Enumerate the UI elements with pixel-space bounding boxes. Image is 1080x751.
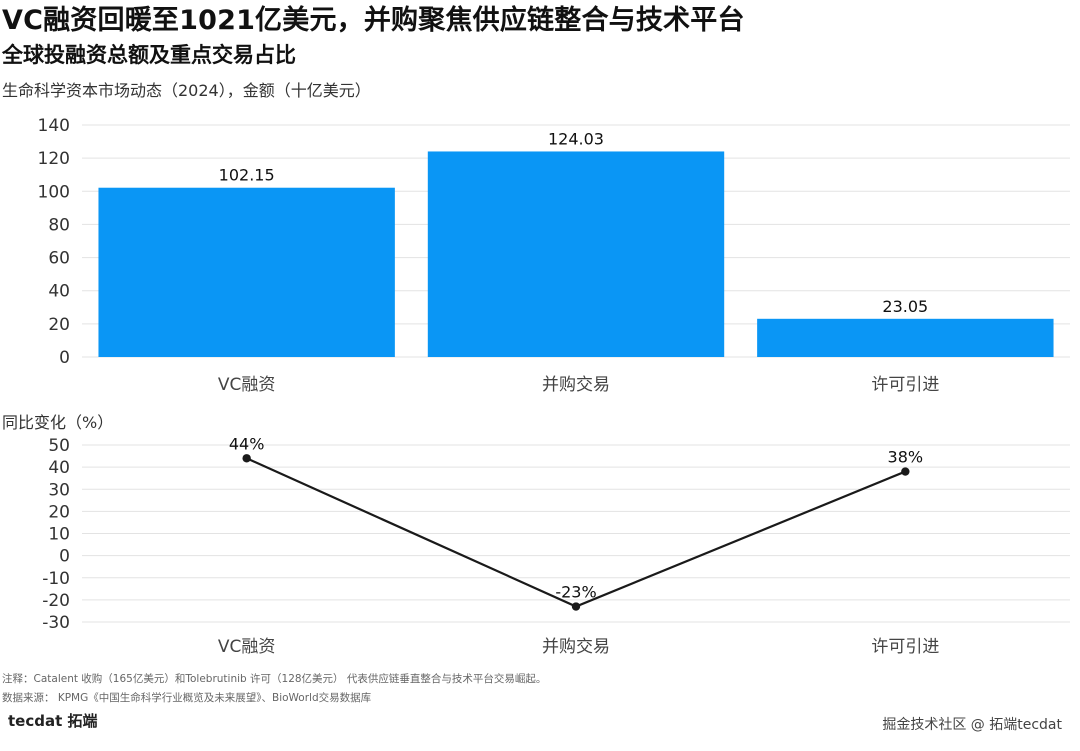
bar-y-tick-label: 80	[48, 215, 70, 235]
bar-x-tick-label: 并购交易	[542, 375, 610, 395]
bar-x-tick-label: VC融资	[218, 375, 276, 395]
line-y-tick-label: -10	[42, 569, 70, 589]
bar-panel: 0 20 40 60 80 100 120 140 102.15 VC融资 124.03 并购交易 23…	[38, 116, 1070, 395]
line-y-tick-label: 40	[48, 458, 70, 478]
bar-y-tick-label: 120	[38, 149, 70, 169]
footnote: 注释：Catalent 收购（165亿美元）和Tolebrutinib 许可（1…	[2, 673, 547, 685]
bar-y-tick-label: 60	[48, 249, 70, 269]
chart-title: VC融资回暖至1021亿美元，并购聚焦供应链整合与技术平台	[2, 5, 745, 36]
brand-logo: tecdat 拓端	[8, 712, 98, 730]
bar	[98, 187, 395, 357]
line-y-tick-label: 30	[48, 480, 70, 500]
bar	[757, 318, 1054, 357]
data-source: 数据来源： KPMG《中国生命科学行业概览及未来展望》、BioWorld交易数据…	[2, 692, 372, 704]
line-value-label: -23%	[555, 583, 596, 602]
line-point	[571, 602, 581, 611]
line-y-tick-label: -20	[42, 591, 70, 611]
line-y-tick-label: 10	[48, 525, 70, 545]
bar-x-tick-label: 许可引进	[871, 375, 939, 395]
line-value-label: 38%	[888, 448, 924, 467]
bar-y-tick-label: 20	[48, 315, 70, 335]
line-x-tick-label: 许可引进	[871, 637, 939, 657]
line-x-tick-label: 并购交易	[542, 637, 610, 657]
line-y-tick-label: 0	[59, 547, 70, 567]
line-value-label: 44%	[229, 434, 265, 453]
line-point	[901, 467, 910, 476]
line-x-tick-label: VC融资	[218, 637, 276, 657]
bar-value-label: 23.05	[882, 297, 928, 316]
line-y-tick-label: 50	[48, 436, 70, 456]
bar-value-label: 102.15	[219, 166, 275, 185]
line-point	[242, 454, 251, 463]
bar-y-tick-label: 100	[38, 182, 70, 202]
platform-credit: 掘金技术社区 @ 拓端tecdat	[882, 717, 1062, 733]
chart-subtitle: 全球投融资总额及重点交易占比	[2, 43, 296, 67]
bar-value-label: 124.03	[548, 129, 604, 148]
bar	[427, 151, 725, 357]
bar-y-tick-label: 40	[48, 282, 70, 302]
line-y-tick-label: -30	[42, 613, 70, 633]
bar-y-tick-label: 0	[59, 348, 70, 368]
bar-y-tick-label: 140	[38, 116, 70, 136]
chart-caption: 生命科学资本市场动态（2024），金额（十亿美元）	[2, 81, 371, 100]
line-y-tick-label: 20	[48, 502, 70, 522]
line-y-axis-label: 同比变化（%）	[2, 413, 113, 432]
